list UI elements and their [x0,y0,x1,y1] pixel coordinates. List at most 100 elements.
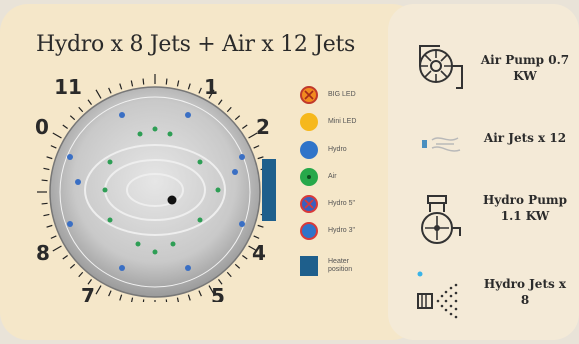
hydro-jet-dot [119,112,125,118]
air-jet-dot [107,159,113,165]
tick-mark [187,294,191,301]
air-jet-dot [152,249,158,255]
air-jet-dot [152,126,158,132]
air-jet-dot [197,159,203,165]
legend-item: Mini LED [300,113,368,131]
tick-mark [142,299,145,302]
clock-number-11: 11 [54,75,82,99]
tick-mark [248,132,258,139]
tick-mark [69,115,76,121]
legend-label: Hydro 5" [328,200,355,207]
clock-number-8: 8 [36,241,50,265]
hydro-jet-dot [185,112,191,118]
hydro-5-icon [300,195,318,213]
feature-hydro-pump: Hydro Pump 1.1 KW [400,186,575,256]
feature-hydro-jets: Hydro Jets x 8 [400,262,575,332]
feature-air-jets: Air Jets x 12 [400,108,575,178]
tick-mark [253,145,260,149]
legend-item: Hydro 3" [300,222,368,240]
tick-mark [108,290,112,297]
tick-mark [78,271,84,278]
tick-mark [108,87,112,94]
legend-item: BIG LED [300,86,368,104]
air-jet-dot [135,241,141,247]
clock-number-0: 0 [35,115,49,139]
tick-mark [257,156,264,160]
tick-mark [234,263,241,269]
tick-mark [176,80,180,87]
tick-mark [242,124,248,130]
tick-mark [165,78,168,85]
feature-air-pump: Air Pump 0.7 KW [400,30,575,100]
tick-mark [198,87,202,94]
clock-number-5: 5 [211,284,225,302]
hydro-jet-dot [185,265,191,271]
air-jet-icon [422,137,461,152]
legend-label: Hydro 3" [328,227,355,234]
tick-mark [52,132,62,139]
tick-mark [187,83,191,90]
big-led-icon [300,86,318,104]
spray-icon [417,271,458,319]
clock-number-4: 4 [252,241,266,265]
tick-mark [119,294,123,301]
heater-block [262,159,276,221]
tick-mark [242,254,248,260]
air-jet-dot [197,217,203,223]
legend-label: Air [328,173,337,180]
tick-mark [253,235,260,239]
tick-mark [43,213,50,217]
tick-mark [226,106,232,113]
feature-label: Air Pump 0.7 KW [480,53,570,83]
air-jet-dot [167,131,173,137]
feature-label: Air Jets x 12 [483,131,567,145]
tick-mark [198,290,202,297]
hydro-jet-dot [67,221,73,227]
page-title: Hydro x 8 Jets + Air x 12 Jets [36,32,356,57]
tick-mark [52,245,62,252]
tick-mark [43,167,50,171]
tick-mark [217,99,223,105]
tick-mark [226,271,232,278]
tick-mark [142,78,145,85]
hydro-jet-icon [300,141,318,159]
tick-mark [217,279,223,285]
tick-mark [41,202,48,205]
tick-mark [119,83,123,90]
tick-mark [41,179,48,182]
tick-mark [50,235,57,239]
hydro-jet-dot [67,154,73,160]
legend-item: Heater position [300,256,368,276]
tick-mark [234,115,241,121]
tick-mark [78,106,84,113]
air-jet-icon [300,168,318,186]
tick-mark [130,80,134,87]
tick-mark [208,89,215,99]
tick-mark [50,145,57,149]
legend-label: BIG LED [328,91,356,98]
tick-mark [257,224,264,228]
air-jet-dot [170,241,176,247]
legend-item: Hydro [300,141,368,159]
clock-number-7: 7 [81,284,95,302]
hydro-jet-dot [75,179,81,185]
mini-led-icon [300,113,318,131]
air-jet-dot [137,131,143,137]
feature-label: Hydro Jets x 8 [483,277,567,307]
air-jet-dot [215,187,221,193]
legend-label: Hydro [328,146,347,153]
hydro-pump-icon [421,195,461,244]
tick-mark [248,245,258,252]
tick-mark [87,99,93,105]
legend-item: Air [300,168,368,186]
heater-icon [300,256,318,276]
feature-label: Hydro Pump 1.1 KW [482,193,568,223]
tick-mark [46,156,53,160]
clock-number-2: 2 [256,115,270,139]
hydro-jet-dot [239,154,245,160]
hydro-jet-dot [119,265,125,271]
tick-mark [208,285,215,295]
hydro-jet-dot [232,169,238,175]
tick-mark [95,89,102,99]
tick-mark [46,224,53,228]
